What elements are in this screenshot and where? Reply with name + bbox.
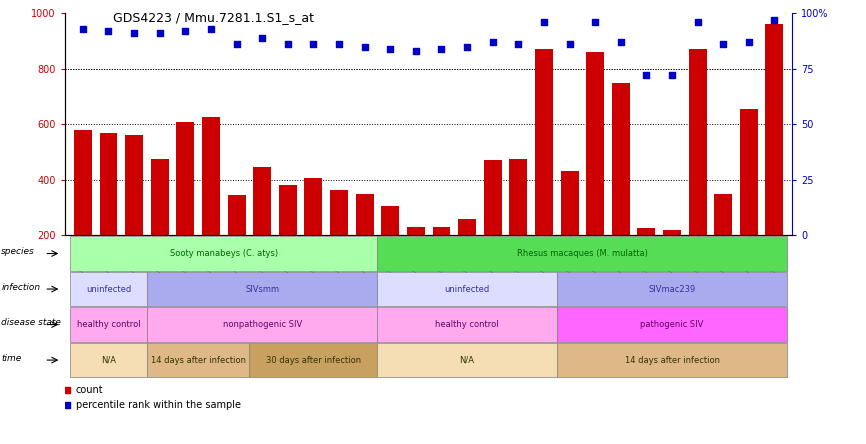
Point xyxy=(294,323,308,330)
Point xyxy=(101,28,115,35)
Text: infection: infection xyxy=(1,283,41,292)
Bar xyxy=(228,195,246,291)
Text: SIVmac239: SIVmac239 xyxy=(649,285,695,293)
Bar xyxy=(535,49,553,291)
Text: nonpathogenic SIV: nonpathogenic SIV xyxy=(223,320,302,329)
Text: healthy control: healthy control xyxy=(436,320,499,329)
Point xyxy=(204,25,218,32)
Bar xyxy=(177,122,194,291)
Point xyxy=(486,39,500,46)
FancyBboxPatch shape xyxy=(557,307,787,342)
Text: count: count xyxy=(76,385,103,395)
FancyBboxPatch shape xyxy=(378,343,557,377)
Bar xyxy=(202,117,220,291)
Bar xyxy=(151,159,169,291)
Text: percentile rank within the sample: percentile rank within the sample xyxy=(76,400,241,410)
Bar xyxy=(279,186,297,291)
FancyBboxPatch shape xyxy=(70,272,147,306)
FancyBboxPatch shape xyxy=(70,236,378,271)
Text: disease state: disease state xyxy=(1,318,61,327)
FancyBboxPatch shape xyxy=(147,272,378,306)
FancyBboxPatch shape xyxy=(557,343,787,377)
Bar xyxy=(484,160,501,291)
Point xyxy=(460,43,474,50)
FancyBboxPatch shape xyxy=(557,272,787,306)
Point xyxy=(409,48,423,55)
Point xyxy=(384,45,397,52)
Bar xyxy=(740,109,758,291)
FancyBboxPatch shape xyxy=(378,236,787,271)
Bar xyxy=(305,178,322,291)
Bar xyxy=(356,194,373,291)
Bar xyxy=(663,230,681,291)
Text: uninfected: uninfected xyxy=(444,285,489,293)
FancyBboxPatch shape xyxy=(249,343,378,377)
Bar xyxy=(126,135,143,291)
Point xyxy=(691,19,705,26)
Text: 14 days after infection: 14 days after infection xyxy=(624,356,720,365)
Bar xyxy=(766,24,784,291)
Bar xyxy=(253,167,271,291)
FancyBboxPatch shape xyxy=(70,307,147,342)
Text: 30 days after infection: 30 days after infection xyxy=(266,356,361,365)
Bar xyxy=(407,227,425,291)
Text: SIVsmm: SIVsmm xyxy=(245,285,279,293)
Point xyxy=(76,25,90,32)
Bar xyxy=(714,194,732,291)
Point xyxy=(639,72,653,79)
Bar xyxy=(458,219,476,291)
FancyBboxPatch shape xyxy=(147,307,378,342)
Text: N/A: N/A xyxy=(101,356,116,365)
Bar xyxy=(74,130,92,291)
Text: Sooty manabeys (C. atys): Sooty manabeys (C. atys) xyxy=(170,249,278,258)
Bar xyxy=(637,228,656,291)
Point xyxy=(537,19,551,26)
Point xyxy=(178,28,192,35)
Bar xyxy=(381,206,399,291)
Point xyxy=(588,19,602,26)
Point xyxy=(614,39,628,46)
Text: species: species xyxy=(1,247,35,256)
Point xyxy=(127,30,141,37)
Point xyxy=(281,41,294,48)
Point xyxy=(767,16,781,24)
FancyBboxPatch shape xyxy=(70,343,147,377)
Text: GDS4223 / Mmu.7281.1.S1_s_at: GDS4223 / Mmu.7281.1.S1_s_at xyxy=(113,11,313,24)
Point xyxy=(332,41,346,48)
Text: N/A: N/A xyxy=(460,356,475,365)
Text: healthy control: healthy control xyxy=(77,320,140,329)
Bar xyxy=(509,159,527,291)
Point xyxy=(307,41,320,48)
Point xyxy=(435,45,449,52)
Text: pathogenic SIV: pathogenic SIV xyxy=(640,320,704,329)
Point xyxy=(716,41,730,48)
Point xyxy=(742,39,756,46)
Point xyxy=(152,30,166,37)
Point xyxy=(294,182,308,189)
FancyBboxPatch shape xyxy=(378,307,557,342)
Point xyxy=(563,41,577,48)
Text: Rhesus macaques (M. mulatta): Rhesus macaques (M. mulatta) xyxy=(517,249,648,258)
Point xyxy=(358,43,372,50)
FancyBboxPatch shape xyxy=(378,272,557,306)
Bar xyxy=(330,190,348,291)
Bar xyxy=(586,52,604,291)
Bar xyxy=(611,83,630,291)
Text: time: time xyxy=(1,354,22,363)
Point xyxy=(512,41,526,48)
Bar xyxy=(432,227,450,291)
Text: 14 days after infection: 14 days after infection xyxy=(151,356,246,365)
Point xyxy=(229,41,243,48)
Point xyxy=(665,72,679,79)
Bar xyxy=(560,171,578,291)
Text: uninfected: uninfected xyxy=(86,285,131,293)
Bar xyxy=(688,49,707,291)
Bar xyxy=(100,133,118,291)
Point xyxy=(255,34,269,41)
FancyBboxPatch shape xyxy=(147,343,249,377)
